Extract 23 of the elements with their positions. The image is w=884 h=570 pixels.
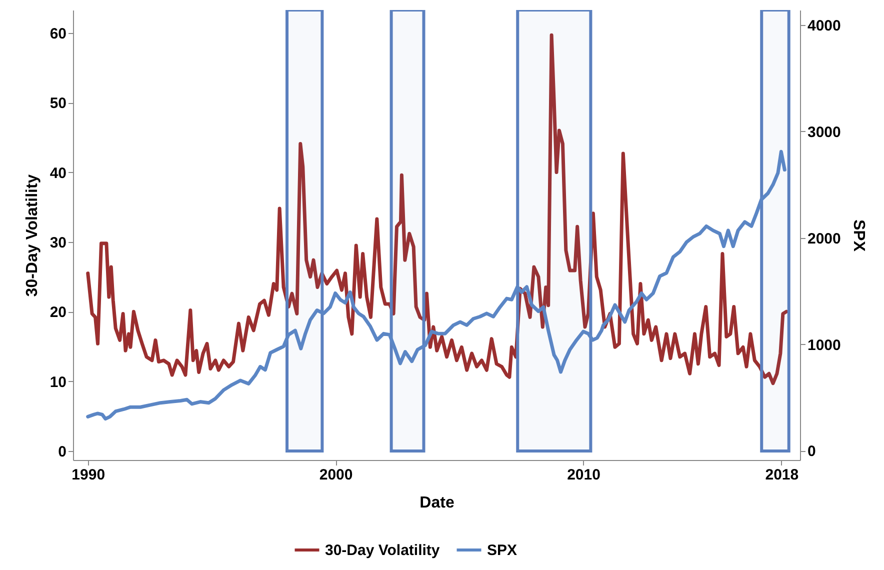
y2-tick-label: 0 [808,443,816,460]
y-tick-label: 20 [50,304,66,322]
y-axis-title: 30-Day Volatility [24,174,41,297]
y2-tick-label: 3000 [808,124,841,141]
y-tick-label: 0 [58,443,66,460]
x-tick-label: 1990 [72,466,106,484]
y2-tick-label: 1000 [808,336,841,354]
x-tick-label: 2010 [567,466,600,484]
y-tick-label: 10 [50,374,66,391]
line-series [86,150,786,421]
y2-axis-title: SPX [850,219,867,252]
y-tick-label: 50 [50,95,66,112]
legend-label: 30-Day Volatility [325,542,440,559]
y2-tick-label: 4000 [808,18,841,35]
y-tick-label: 40 [50,164,66,182]
legend-label: SPX [487,542,518,559]
y2-tick-label: 2000 [808,230,841,248]
x-tick-label: 2018 [765,466,799,484]
line-series [86,33,788,386]
y-tick-label: 60 [50,25,66,42]
x-tick-label: 2000 [319,466,353,484]
y-tick-label: 30 [50,234,66,252]
x-axis-title: Date [420,494,454,512]
